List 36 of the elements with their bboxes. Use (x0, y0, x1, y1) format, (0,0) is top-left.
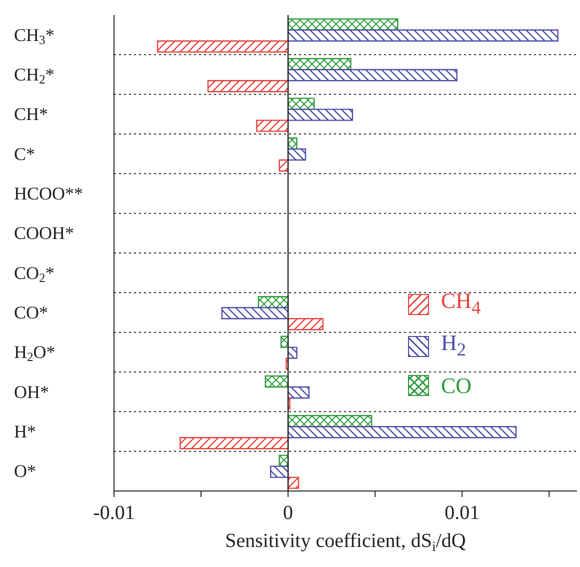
y-tick-label: HCOO** (14, 184, 84, 204)
y-tick-label: COOH* (14, 223, 74, 244)
y-tick-label: C* (14, 144, 36, 164)
bar (287, 386, 310, 399)
y-tick-label: H* (14, 422, 36, 442)
y-tick-label: H$_{2}$O* (14, 342, 56, 364)
bar (287, 29, 558, 42)
bar (221, 307, 289, 320)
bar (287, 476, 300, 489)
y-tick-label: CH* (14, 104, 48, 124)
bar (287, 18, 398, 31)
x-tick-label: 0 (283, 502, 294, 524)
x-axis-title: Sensitivity coefficient, dS$_{i}$/dQ (225, 530, 466, 554)
y-tick-label: CH$_{2}$* (14, 64, 54, 87)
bar (287, 69, 458, 82)
bar (264, 375, 289, 388)
bar (287, 108, 354, 121)
x-tick-label: 0.01 (444, 502, 480, 524)
y-tick-label: OH* (14, 382, 49, 402)
y-tick-label: CO* (14, 302, 48, 322)
bar (156, 40, 289, 53)
y-tick-label: CH$_{3}$* (14, 24, 54, 48)
y-tick-label: O* (14, 461, 36, 482)
legend-label: CO (441, 372, 472, 400)
x-tick-label: -0.01 (93, 502, 135, 524)
bar (256, 120, 289, 132)
legend-label: H$_{2}$ (441, 329, 466, 362)
bar (207, 80, 289, 92)
bar (180, 437, 289, 450)
bar (287, 318, 324, 330)
bar (287, 346, 298, 359)
legend-label: CH$_{4}$ (441, 287, 481, 320)
bar (270, 466, 289, 478)
y-tick-label: CO$_{2}$* (14, 262, 54, 286)
bar (287, 426, 517, 438)
bar (287, 148, 306, 161)
